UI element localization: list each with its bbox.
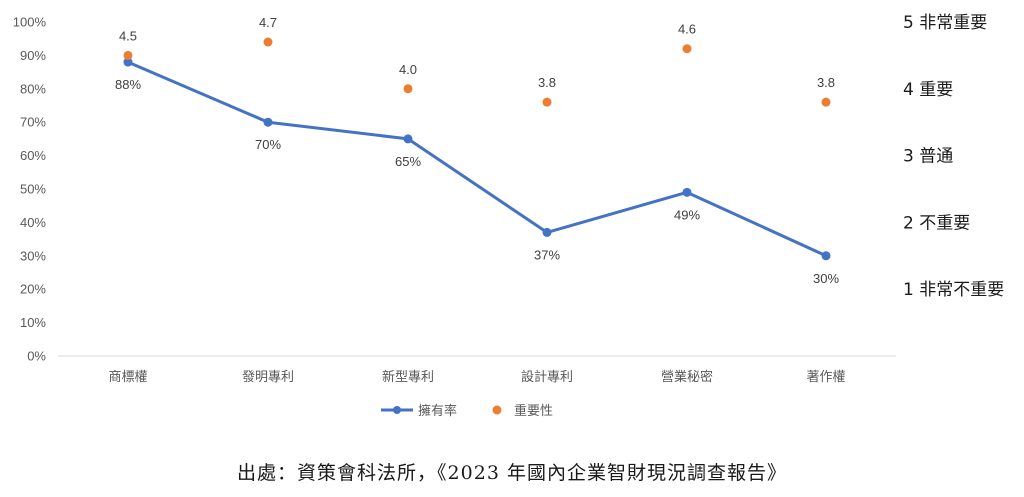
- source-caption: 出處：資策會科法所，《2023 年國內企業智財現況調查報告》: [237, 462, 787, 484]
- legend-label-ownership: 擁有率: [418, 403, 457, 419]
- left-tick-label: 90%: [20, 48, 46, 63]
- series-importance: 4.5 4.7 4.0 3.8 4.6 3.8: [119, 15, 835, 107]
- left-tick-label: 10%: [20, 315, 46, 330]
- importance-point: [263, 37, 273, 47]
- x-tick-label: 商標權: [108, 369, 147, 384]
- ownership-line: [127, 60, 827, 258]
- importance-point: [821, 97, 831, 107]
- right-tick-label: 1 非常不重要: [903, 280, 1004, 300]
- legend-label-importance: 重要性: [514, 403, 553, 419]
- x-tick-label: 著作權: [806, 369, 845, 384]
- x-tick-label: 新型專利: [382, 369, 434, 384]
- ownership-point: [403, 134, 413, 144]
- left-tick-label: 20%: [20, 282, 46, 297]
- ownership-point: [821, 251, 831, 261]
- importance-point: [682, 44, 692, 54]
- ownership-point: [123, 57, 133, 67]
- left-tick-label: 80%: [20, 81, 46, 96]
- importance-point: [123, 50, 133, 60]
- legend-scatter-marker: [492, 405, 502, 415]
- left-axis: 0% 10% 20% 30% 40% 50% 60% 70% 80% 90% 100%: [13, 15, 47, 364]
- ownership-point: [263, 117, 273, 127]
- x-axis: 商標權 發明專利 新型專利 設計專利 營業秘密 著作權: [108, 369, 845, 384]
- left-tick-label: 60%: [20, 148, 46, 163]
- importance-data-label: 3.8: [817, 75, 835, 90]
- left-tick-label: 0%: [27, 349, 46, 364]
- chart: 0% 10% 20% 30% 40% 50% 60% 70% 80% 90% 100% 1 非常不重…: [13, 13, 1004, 419]
- ownership-point: [682, 187, 692, 197]
- importance-data-label: 4.0: [399, 62, 417, 77]
- importance-data-label: 3.8: [538, 75, 556, 90]
- x-tick-label: 營業秘密: [661, 369, 713, 384]
- x-tick-label: 發明專利: [242, 369, 294, 384]
- right-tick-label: 4 重要: [903, 80, 953, 100]
- importance-point: [403, 84, 413, 94]
- ownership-point: [542, 227, 552, 237]
- importance-point: [542, 97, 552, 107]
- right-tick-label: 5 非常重要: [903, 13, 987, 33]
- ownership-data-label: 70%: [255, 137, 281, 152]
- ownership-data-label: 30%: [813, 271, 839, 286]
- left-tick-label: 70%: [20, 115, 46, 130]
- ownership-data-label: 65%: [395, 154, 421, 169]
- left-tick-label: 50%: [20, 182, 46, 197]
- right-tick-label: 3 普通: [903, 147, 953, 167]
- left-tick-label: 40%: [20, 215, 46, 230]
- x-tick-label: 設計專利: [521, 369, 573, 384]
- ownership-data-label: 88%: [115, 77, 141, 92]
- series-ownership: 88% 70% 65% 37% 49% 30%: [115, 57, 839, 286]
- legend: 擁有率 重要性: [381, 403, 553, 419]
- importance-data-label: 4.5: [119, 28, 137, 43]
- right-tick-label: 2 不重要: [903, 213, 970, 233]
- right-axis: 1 非常不重要 2 不重要 3 普通 4 重要 5 非常重要: [903, 13, 1004, 300]
- left-tick-label: 30%: [20, 248, 46, 263]
- importance-data-label: 4.7: [259, 15, 277, 30]
- ownership-data-label: 49%: [674, 207, 700, 222]
- importance-data-label: 4.6: [678, 22, 696, 37]
- left-tick-label: 100%: [13, 15, 47, 30]
- legend-line-marker: [393, 406, 401, 414]
- ownership-data-label: 37%: [534, 247, 560, 262]
